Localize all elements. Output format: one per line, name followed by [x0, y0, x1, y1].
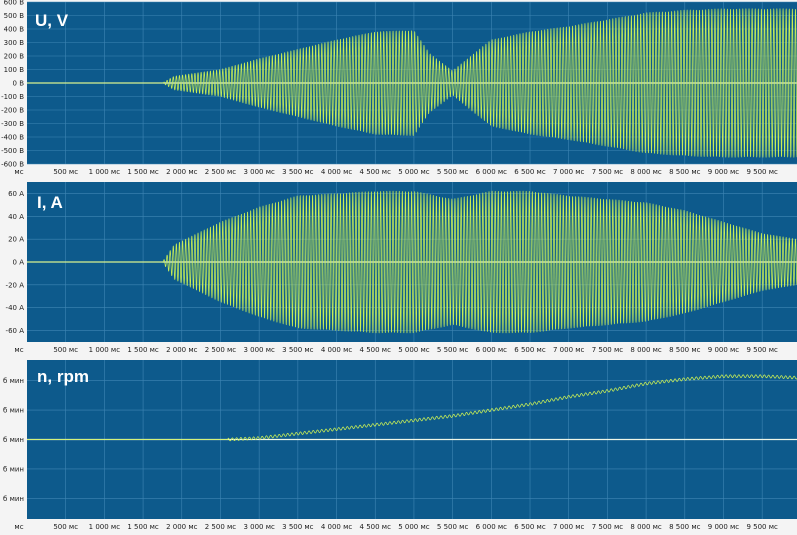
- x-tick-label: 7 500 мс: [592, 523, 624, 531]
- x-tick-label: 1 500 мс: [127, 346, 159, 354]
- x-tick-label: 3 500 мс: [282, 346, 314, 354]
- signal-trace: [27, 374, 797, 442]
- panel-title: n, rpm: [37, 367, 89, 386]
- x-tick-label: 7 500 мс: [592, 346, 624, 354]
- x-tick-label: 4 000 мс: [321, 523, 353, 531]
- x-tick-label: 6 000 мс: [476, 346, 508, 354]
- y-tick-label: 400 В: [4, 26, 25, 34]
- speed-panel: мс 500 мс 1 000 мс 1 500 мс 2 000 мс 2 500 мс…: [3, 360, 797, 531]
- x-tick-label: 8 000 мс: [630, 346, 662, 354]
- x-tick-label: 4 000 мс: [321, 168, 353, 176]
- x-tick-label: 4 500 мс: [360, 346, 392, 354]
- x-tick-label: мс: [14, 346, 23, 354]
- x-tick-label: 3 000 мс: [243, 168, 275, 176]
- x-tick-label: 1 000 мс: [89, 346, 121, 354]
- y-tick-label: 500 В: [4, 12, 25, 20]
- x-tick-label: 1 500 мс: [127, 168, 159, 176]
- y-tick-label: -400 В: [1, 134, 24, 142]
- x-tick-label: 8 500 мс: [669, 346, 701, 354]
- x-tick-label: 2 000 мс: [166, 168, 198, 176]
- y-tick-label: 600 В: [4, 0, 25, 7]
- x-tick-label: 6 500 мс: [514, 346, 546, 354]
- x-tick-label: 5 000 мс: [398, 168, 430, 176]
- x-tick-label: 9 000 мс: [708, 346, 740, 354]
- x-tick-label: мс: [14, 523, 23, 531]
- x-tick-label: 500 мс: [53, 523, 78, 531]
- x-tick-label: 8 000 мс: [630, 168, 662, 176]
- x-tick-label: 7 500 мс: [592, 168, 624, 176]
- panel-title: U, V: [35, 11, 69, 30]
- y-tick-label: -100 В: [1, 93, 24, 101]
- x-tick-label: 4 500 мс: [360, 168, 392, 176]
- x-tick-label: 500 мс: [53, 346, 78, 354]
- x-tick-label: 3 000 мс: [243, 523, 275, 531]
- x-tick-label: 2 000 мс: [166, 346, 198, 354]
- y-tick-label: 20 A: [8, 236, 24, 244]
- y-tick-label: -60 A: [6, 327, 25, 335]
- x-tick-label: 6 000 мс: [476, 523, 508, 531]
- x-tick-label: 9 500 мс: [746, 168, 778, 176]
- y-tick-label: 0 В: [13, 80, 25, 88]
- x-tick-label: 2 500 мс: [205, 523, 237, 531]
- x-tick-label: 6 500 мс: [514, 523, 546, 531]
- x-tick-label: 3 500 мс: [282, 168, 314, 176]
- x-tick-label: 1 000 мс: [89, 523, 121, 531]
- y-tick-label: б мин: [3, 407, 24, 415]
- x-tick-label: 8 500 мс: [669, 523, 701, 531]
- y-tick-label: -20 A: [6, 281, 25, 289]
- signal-trace: [26, 190, 797, 334]
- x-tick-label: 4 500 мс: [360, 523, 392, 531]
- x-tick-label: 8 500 мс: [669, 168, 701, 176]
- y-tick-label: -200 В: [1, 107, 24, 115]
- x-tick-label: 9 000 мс: [708, 168, 740, 176]
- y-tick-label: -600 В: [1, 161, 24, 169]
- x-tick-label: 1 500 мс: [127, 523, 159, 531]
- current-panel: мс 500 мс 1 000 мс 1 500 мс 2 000 мс 2 500 мс…: [6, 182, 797, 354]
- x-tick-label: 2 000 мс: [166, 523, 198, 531]
- y-tick-label: -40 A: [6, 304, 25, 312]
- x-tick-label: 9 000 мс: [708, 523, 740, 531]
- x-tick-label: 7 000 мс: [553, 346, 585, 354]
- y-tick-label: б мин: [3, 465, 24, 473]
- x-tick-label: 5 000 мс: [398, 523, 430, 531]
- signal-trace: [26, 8, 797, 158]
- x-tick-label: 8 000 мс: [630, 523, 662, 531]
- x-tick-label: 7 000 мс: [553, 168, 585, 176]
- x-tick-label: 3 000 мс: [243, 346, 275, 354]
- x-tick-label: 9 500 мс: [746, 523, 778, 531]
- x-tick-label: 3 500 мс: [282, 523, 314, 531]
- y-tick-label: 40 A: [8, 213, 24, 221]
- x-tick-label: 2 500 мс: [205, 168, 237, 176]
- x-tick-label: 4 000 мс: [321, 346, 353, 354]
- x-tick-label: 5 500 мс: [437, 346, 469, 354]
- x-tick-label: 2 500 мс: [205, 346, 237, 354]
- y-tick-label: б мин: [3, 436, 24, 444]
- x-tick-label: 6 500 мс: [514, 168, 546, 176]
- voltage-panel: мс 500 мс 1 000 мс 1 500 мс 2 000 мс 2 500 мс…: [1, 0, 797, 176]
- y-tick-label: 300 В: [4, 39, 25, 47]
- x-tick-label: 6 000 мс: [476, 168, 508, 176]
- x-tick-label: мс: [14, 168, 23, 176]
- y-tick-label: б мин: [3, 377, 24, 385]
- y-tick-label: 200 В: [4, 53, 25, 61]
- x-tick-label: 500 мс: [53, 168, 78, 176]
- x-tick-label: 9 500 мс: [746, 346, 778, 354]
- x-tick-label: 5 500 мс: [437, 168, 469, 176]
- y-tick-label: 100 В: [4, 66, 25, 74]
- x-tick-label: 1 000 мс: [89, 168, 121, 176]
- y-tick-label: -300 В: [1, 120, 24, 128]
- x-tick-label: 5 500 мс: [437, 523, 469, 531]
- y-tick-label: 60 A: [8, 190, 24, 198]
- panel-title: I, A: [37, 193, 63, 212]
- y-tick-label: б мин: [3, 495, 24, 503]
- y-tick-label: 0 A: [13, 259, 25, 267]
- x-tick-label: 5 000 мс: [398, 346, 430, 354]
- x-tick-label: 7 000 мс: [553, 523, 585, 531]
- y-tick-label: -500 В: [1, 147, 24, 155]
